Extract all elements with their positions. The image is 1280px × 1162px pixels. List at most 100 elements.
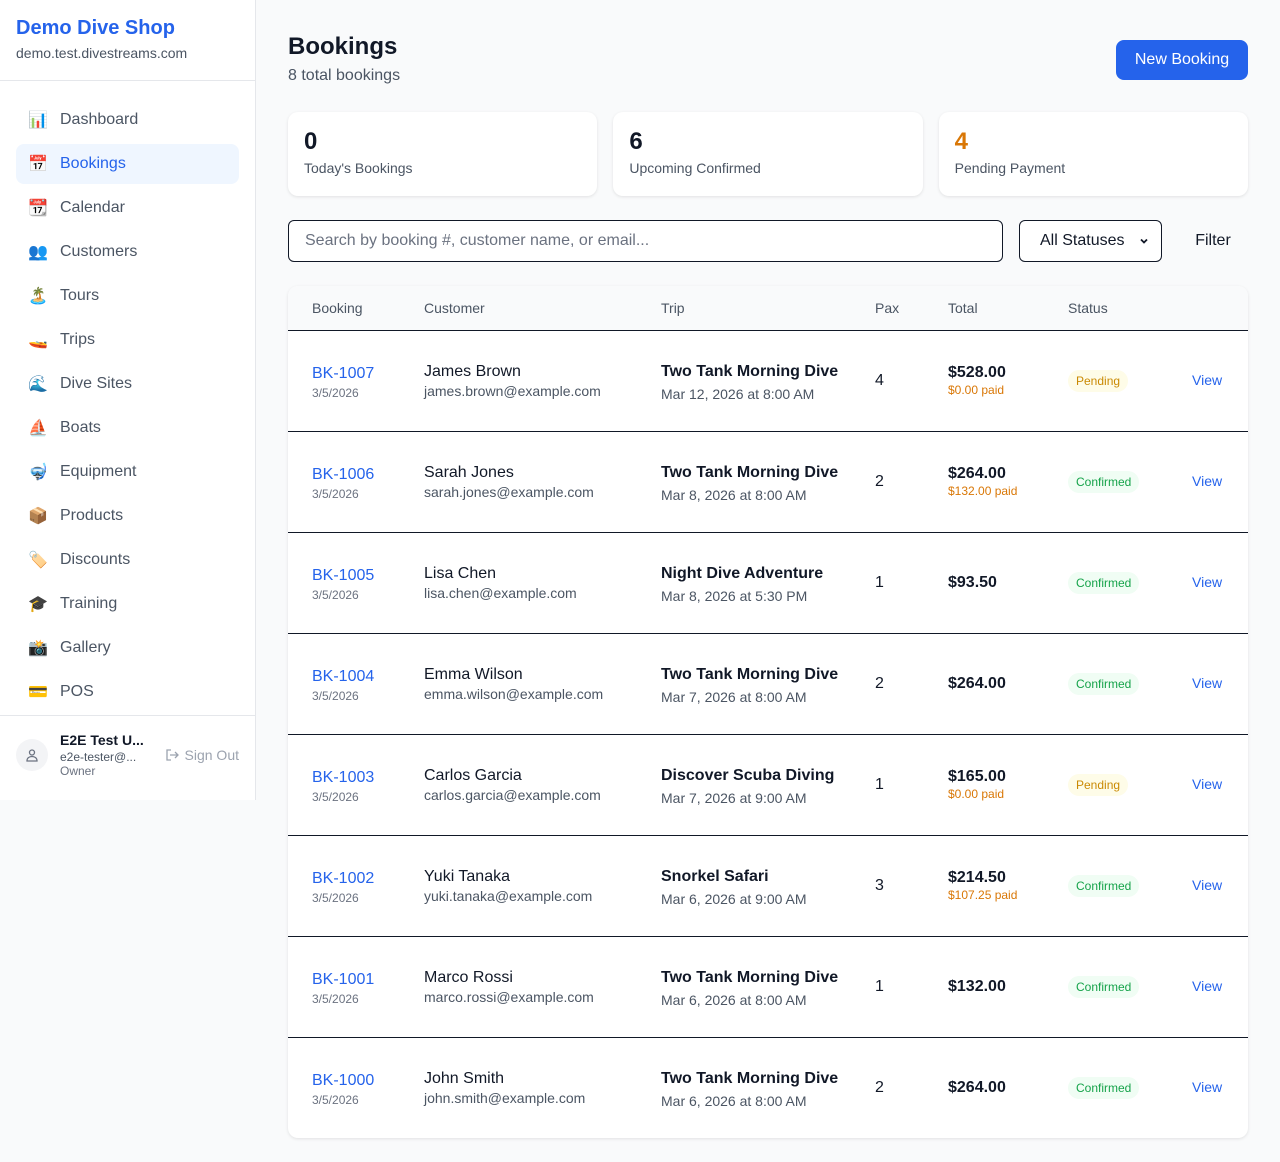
trip-name: Two Tank Morning Dive [661, 665, 839, 683]
sidebar-item-tours[interactable]: 🏝️ Tours [16, 276, 239, 316]
sidebar-item-label: Trips [60, 331, 95, 348]
sidebar-item-label: Training [60, 595, 118, 612]
pax: 2 [851, 431, 924, 533]
trip-date: Mar 6, 2026 at 9:00 AM [661, 890, 807, 907]
view-link[interactable]: View [1192, 472, 1223, 489]
stat-label: Today's Bookings [304, 160, 413, 176]
sidebar-item-products[interactable]: 📦 Products [16, 496, 239, 536]
status-badge: Confirmed [1068, 571, 1140, 594]
sidebar-item-discounts[interactable]: 🏷️ Discounts [16, 540, 239, 580]
table-row: BK-1002 3/5/2026 Yuki Tanaka yuki.tanaka@e… [288, 835, 1248, 937]
booking-link[interactable]: BK-1006 [312, 465, 375, 483]
customer-email: yuki.tanaka@example.com [424, 887, 593, 904]
sidebar-item-bookings[interactable]: 📅 Bookings [16, 144, 239, 184]
sidebar-item-boats[interactable]: ⛵ Boats [16, 408, 239, 448]
total: $214.50 [948, 868, 1006, 886]
sailboat-icon: ⛵ [28, 420, 48, 437]
new-booking-button[interactable]: New Booking [1116, 40, 1248, 80]
status-badge: Pending [1068, 773, 1129, 796]
pax: 2 [875, 1078, 884, 1096]
sidebar-item-customers[interactable]: 👥 Customers [16, 232, 239, 272]
trip-date: Mar 7, 2026 at 8:00 AM [661, 688, 807, 705]
total: $132.00 [948, 977, 1006, 995]
booking-link[interactable]: BK-1007 [312, 364, 375, 382]
column-header [1168, 286, 1248, 331]
pax: 1 [851, 936, 924, 1038]
column-header: Total [924, 286, 1044, 331]
trip-date: Mar 7, 2026 at 9:00 AM [661, 789, 807, 806]
sign-out-label: Sign Out [184, 747, 239, 763]
sidebar-item-dive-sites[interactable]: 🌊 Dive Sites [16, 364, 239, 404]
table-row: BK-1001 3/5/2026 Marco Rossi marco.rossi@e… [288, 936, 1248, 1038]
column-header: Status [1044, 286, 1168, 331]
calendar-icon: 📅 [28, 156, 48, 173]
sidebar-item-dashboard[interactable]: 📊 Dashboard [16, 100, 239, 140]
booking-link[interactable]: BK-1004 [312, 667, 375, 685]
view-link[interactable]: View [1192, 775, 1223, 792]
sidebar-item-gallery[interactable]: 📸 Gallery [16, 628, 239, 668]
booking-date: 3/5/2026 [312, 1092, 359, 1107]
column-header: Customer [400, 286, 637, 331]
shop-name[interactable]: Demo Dive Shop [16, 17, 175, 39]
sidebar: Demo Dive Shop demo.test.divestreams.com… [0, 0, 256, 800]
status-badge: Confirmed [1068, 975, 1140, 998]
booking-link[interactable]: BK-1005 [312, 566, 375, 584]
sidebar-item-label: Equipment [60, 463, 137, 480]
view-link[interactable]: View [1192, 371, 1223, 388]
view-link[interactable]: View [1192, 674, 1223, 691]
booking-date: 3/5/2026 [312, 991, 359, 1006]
search-input[interactable]: Search by booking #, customer name, or e… [288, 220, 1003, 262]
column-header: Pax [851, 286, 924, 331]
stat-value: 6 [629, 128, 643, 155]
view-link[interactable]: View [1192, 977, 1223, 994]
trip-date: Mar 12, 2026 at 8:00 AM [661, 385, 815, 402]
sidebar-item-pos[interactable]: 💳 POS [16, 672, 239, 712]
booking-date: 3/5/2026 [312, 890, 359, 905]
status-select[interactable]: All Statuses [1019, 220, 1162, 262]
user-name: E2E Test U... [60, 732, 144, 748]
booking-date: 3/5/2026 [312, 587, 359, 602]
column-header: Trip [637, 286, 851, 331]
sidebar-item-equipment[interactable]: 🤿 Equipment [16, 452, 239, 492]
paid-amount: $132.00 paid [948, 483, 1018, 498]
customer-email: emma.wilson@example.com [424, 685, 604, 702]
booking-link[interactable]: BK-1000 [312, 1071, 375, 1089]
customer-name: Marco Rossi [424, 968, 513, 986]
sidebar-item-label: Customers [60, 243, 138, 260]
customer-name: Yuki Tanaka [424, 867, 510, 885]
customer-name: Lisa Chen [424, 564, 497, 582]
paid-amount: $0.00 paid [948, 786, 1005, 801]
customer-email: carlos.garcia@example.com [424, 786, 601, 803]
stat-card: 0 Today's Bookings [288, 112, 598, 196]
table-row: BK-1006 3/5/2026 Sarah Jones sarah.jones@e… [288, 431, 1248, 533]
filter-button[interactable]: Filter [1195, 232, 1231, 249]
page-subtitle: 8 total bookings [288, 67, 401, 84]
pax: 1 [851, 532, 924, 634]
sidebar-item-trips[interactable]: 🚤 Trips [16, 320, 239, 360]
sidebar-item-training[interactable]: 🎓 Training [16, 584, 239, 624]
booking-link[interactable]: BK-1003 [312, 768, 375, 786]
calendar-pad-icon: 📆 [28, 200, 48, 217]
users-icon: 👥 [28, 244, 48, 261]
booking-link[interactable]: BK-1001 [312, 970, 375, 988]
view-link[interactable]: View [1192, 1078, 1223, 1095]
table-row: BK-1005 3/5/2026 Lisa Chen lisa.chen@examp… [288, 532, 1248, 634]
status-badge: Confirmed [1068, 470, 1140, 493]
stats-row: 0 Today's Bookings 6 Upcoming Confirmed 4 Pen… [288, 112, 1248, 196]
customer-name: Emma Wilson [424, 665, 523, 683]
view-link[interactable]: View [1192, 573, 1223, 590]
customer-email: lisa.chen@example.com [424, 584, 577, 601]
wave-icon: 🌊 [28, 376, 48, 393]
stat-label: Upcoming Confirmed [629, 160, 761, 176]
booking-date: 3/5/2026 [312, 789, 359, 804]
sign-out-button[interactable]: Sign Out [165, 747, 239, 763]
sidebar-item-calendar[interactable]: 📆 Calendar [16, 188, 239, 228]
sidebar-item-label: Gallery [60, 639, 111, 656]
total: $165.00 [948, 767, 1006, 785]
sidebar-item-label: POS [60, 683, 94, 700]
sidebar-nav: 📊 Dashboard 📅 Bookings 📆 Calendar 👥 Customers 🏝️… [0, 81, 255, 712]
booking-link[interactable]: BK-1002 [312, 869, 375, 887]
view-link[interactable]: View [1192, 876, 1223, 893]
booking-date: 3/5/2026 [312, 688, 359, 703]
user-role: Owner [60, 764, 96, 778]
